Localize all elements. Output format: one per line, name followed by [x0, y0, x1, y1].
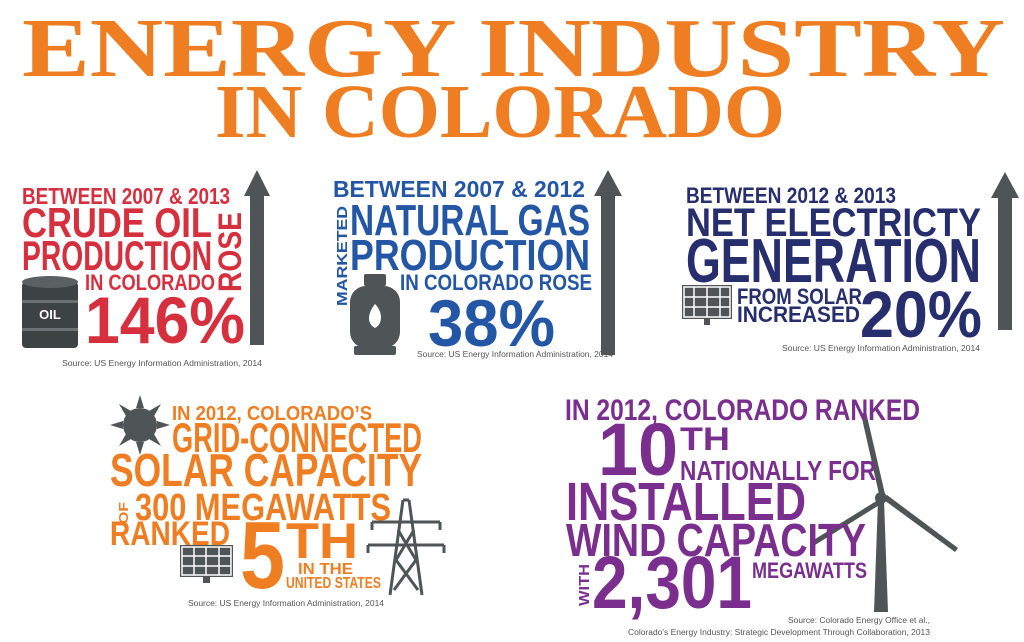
source: Source: US Energy Information Administra…	[782, 344, 981, 353]
period: BETWEEN 2007 & 2013	[22, 183, 230, 209]
headline: 300 MEGAWATTS	[135, 487, 391, 529]
figure: 38%	[428, 286, 555, 360]
rank: 5	[240, 502, 285, 609]
headline: SOLAR CAPACITY	[110, 444, 422, 496]
up-arrow	[594, 170, 622, 355]
subline: UNITED STATES	[286, 575, 381, 592]
headline: NATURAL GAS	[350, 196, 590, 245]
unit: MEGAWATTS	[752, 558, 867, 583]
sun-icon	[110, 395, 170, 455]
headline: RANKED	[110, 515, 230, 553]
headline: PRODUCTION	[22, 232, 212, 279]
oil-barrel	[22, 276, 78, 348]
subline: IN COLORADO ROSE	[400, 270, 592, 295]
wind-turbine	[812, 412, 958, 612]
subline: IN COLORADO	[85, 270, 215, 295]
title-line: IN COLORADO	[215, 70, 785, 154]
vertical-word: MARKETED	[334, 206, 351, 306]
up-arrow	[244, 170, 270, 345]
source: Source: US Energy Information Administra…	[417, 350, 614, 359]
rank: 10	[598, 408, 678, 491]
vertical-word: ROSE	[212, 212, 248, 292]
barrel-label: OIL	[39, 307, 61, 322]
electricity-panel: BETWEEN 2012 & 2013 NET ELECTRICTY GENER…	[682, 172, 1019, 353]
solar-panel-icon	[180, 545, 233, 583]
intro: IN 2012, COLORADO RANKED	[565, 394, 920, 427]
figure: 20%	[860, 277, 982, 351]
solar-panel-icon	[682, 285, 732, 325]
rank-suffix: TH	[286, 513, 358, 569]
intro: IN 2012, COLORADO’S	[172, 403, 372, 425]
source: Source: US Energy Information Administra…	[188, 599, 385, 608]
figure: 146%	[85, 283, 245, 357]
period: BETWEEN 2012 & 2013	[686, 183, 896, 208]
source: Source: Colorado Energy Office et al.,	[788, 616, 930, 625]
gas-tank	[350, 274, 400, 355]
vertical-word: WITH	[576, 564, 593, 606]
wind-panel: IN 2012, COLORADO RANKED 10 TH NATIONALL…	[565, 394, 958, 637]
gas-panel: BETWEEN 2007 & 2012 MARKETED NATURAL GAS…	[333, 170, 622, 360]
headline: CRUDE OIL	[22, 199, 212, 246]
headline: PRODUCTION	[350, 231, 590, 280]
subline: FROM SOLAR	[737, 284, 862, 309]
source: Source: US Energy Information Administra…	[62, 359, 263, 368]
power-pylon	[366, 498, 446, 596]
subline: INCREASED	[737, 302, 860, 327]
subline: NATIONALLY FOR	[680, 455, 876, 486]
title-line: ENERGY INDUSTRY	[22, 2, 1005, 95]
headline: GRID-CONNECTED	[172, 414, 422, 461]
subline: IN THE	[298, 561, 353, 578]
headline: GENERATION	[686, 227, 981, 296]
source: Colorado's Energy Industry: Strategic De…	[628, 628, 931, 637]
figure: 2,301	[592, 541, 752, 624]
period: BETWEEN 2007 & 2012	[333, 176, 585, 202]
rank-suffix: TH	[680, 421, 730, 457]
headline: NET ELECTRICTY	[686, 201, 981, 245]
vertical-word: OF	[116, 502, 131, 524]
solar-panel-section: IN 2012, COLORADO’S GRID-CONNECTED SOLAR…	[110, 395, 446, 609]
oil-panel: OIL BETWEEN 2007 & 2013 CRUDE OIL PRODUC…	[22, 170, 270, 368]
up-arrow	[991, 172, 1019, 330]
headline: WIND CAPACITY	[566, 514, 866, 566]
headline: INSTALLED	[566, 472, 806, 532]
